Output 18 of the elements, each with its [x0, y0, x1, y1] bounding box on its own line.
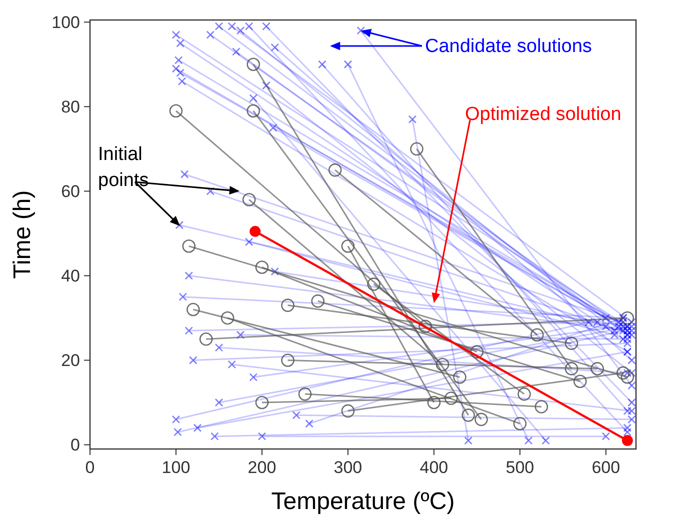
- y-tick-label: 60: [61, 182, 80, 202]
- x-tick-label: 400: [420, 458, 448, 477]
- x-axis-title: Temperature (ºC): [271, 488, 455, 515]
- y-tick-label: 100: [52, 13, 80, 32]
- y-tick-label: 0: [70, 436, 80, 455]
- y-axis-title: Time (h): [9, 190, 36, 279]
- y-tick-label: 80: [61, 98, 80, 117]
- annotation: Candidate solutions: [425, 36, 592, 57]
- y-tick-label: 40: [61, 266, 80, 286]
- x-tick-label: 600: [592, 458, 620, 477]
- x-tick-label: 100: [162, 458, 190, 477]
- y-tick-label: 20: [61, 351, 80, 370]
- annotation: Initial points: [98, 144, 149, 191]
- annotation: Optimized solution: [465, 104, 622, 125]
- x-tick-label: 0: [85, 458, 95, 477]
- x-tick-label: 300: [334, 458, 362, 477]
- x-tick-label: 200: [248, 458, 276, 477]
- x-tick-label: 500: [506, 458, 534, 477]
